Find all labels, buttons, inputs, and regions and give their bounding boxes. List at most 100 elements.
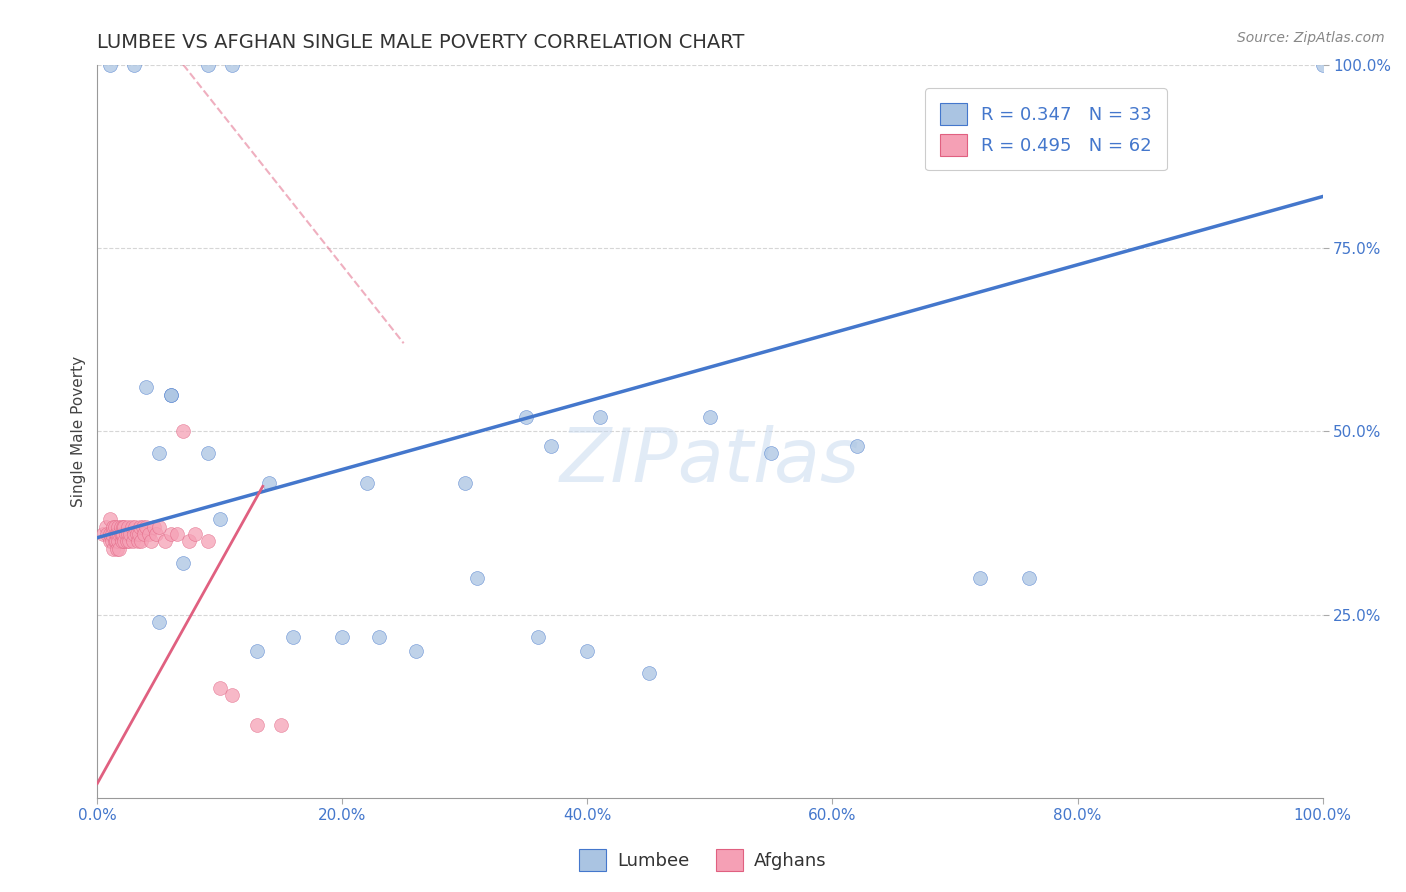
Point [153,534,176,549]
Text: LUMBEE VS AFGHAN SINGLE MALE POVERTY CORRELATION CHART: LUMBEE VS AFGHAN SINGLE MALE POVERTY COR… [97,33,745,52]
Point [589,409,612,424]
Point [132,527,155,541]
Point [846,439,869,453]
Point [465,571,488,585]
Point [761,446,783,460]
Point [160,387,183,401]
Point [145,527,167,541]
Point [105,541,128,556]
Point [117,527,139,541]
Point [118,534,141,549]
Point [184,527,207,541]
Point [112,519,135,533]
Point [197,57,219,71]
Point [115,534,138,549]
Point [111,527,134,541]
Point [131,534,153,549]
Point [108,527,131,541]
Point [103,541,125,556]
Point [117,519,139,533]
Point [148,615,170,629]
Text: ZIPatlas: ZIPatlas [560,425,860,497]
Point [283,630,305,644]
Legend: R = 0.347   N = 33, R = 0.495   N = 62: R = 0.347 N = 33, R = 0.495 N = 62 [925,88,1167,170]
Point [138,527,160,541]
Y-axis label: Single Male Poverty: Single Male Poverty [72,356,86,507]
Point [515,409,537,424]
Point [172,425,194,439]
Point [104,534,127,549]
Point [107,519,129,533]
Point [110,527,132,541]
Point [127,534,149,549]
Point [637,666,659,681]
Point [148,519,170,533]
Point [121,519,143,533]
Point [98,57,121,71]
Legend: Lumbee, Afghans: Lumbee, Afghans [572,842,834,879]
Point [332,630,354,644]
Point [129,519,152,533]
Point [128,527,150,541]
Point [108,541,131,556]
Point [135,380,157,394]
Point [107,534,129,549]
Point [166,527,188,541]
Point [142,519,165,533]
Point [454,475,477,490]
Point [246,644,269,658]
Point [122,527,145,541]
Point [221,57,243,71]
Point [101,534,124,549]
Point [111,534,134,549]
Point [98,534,121,549]
Point [103,519,125,533]
Point [1018,571,1040,585]
Point [179,534,201,549]
Point [101,527,124,541]
Point [122,57,145,71]
Point [112,534,135,549]
Point [405,644,427,658]
Point [576,644,599,658]
Point [257,475,280,490]
Point [197,534,219,549]
Point [160,527,183,541]
Point [208,681,231,695]
Point [141,534,163,549]
Point [131,519,153,533]
Text: Source: ZipAtlas.com: Source: ZipAtlas.com [1237,31,1385,45]
Point [124,519,146,533]
Point [1312,57,1334,71]
Point [208,512,231,526]
Point [112,527,135,541]
Point [114,527,136,541]
Point [246,717,269,731]
Point [540,439,562,453]
Point [125,527,148,541]
Point [699,409,721,424]
Point [103,519,125,533]
Point [160,387,183,401]
Point [96,527,118,541]
Point [110,519,132,533]
Point [93,527,115,541]
Point [969,571,991,585]
Point [270,717,292,731]
Point [368,630,391,644]
Point [172,557,194,571]
Point [221,689,243,703]
Point [148,446,170,460]
Point [356,475,378,490]
Point [135,519,157,533]
Point [98,512,121,526]
Point [105,527,128,541]
Point [103,534,125,549]
Point [112,519,135,533]
Point [197,446,219,460]
Point [120,527,142,541]
Point [122,534,145,549]
Point [98,527,121,541]
Point [527,630,550,644]
Point [104,527,127,541]
